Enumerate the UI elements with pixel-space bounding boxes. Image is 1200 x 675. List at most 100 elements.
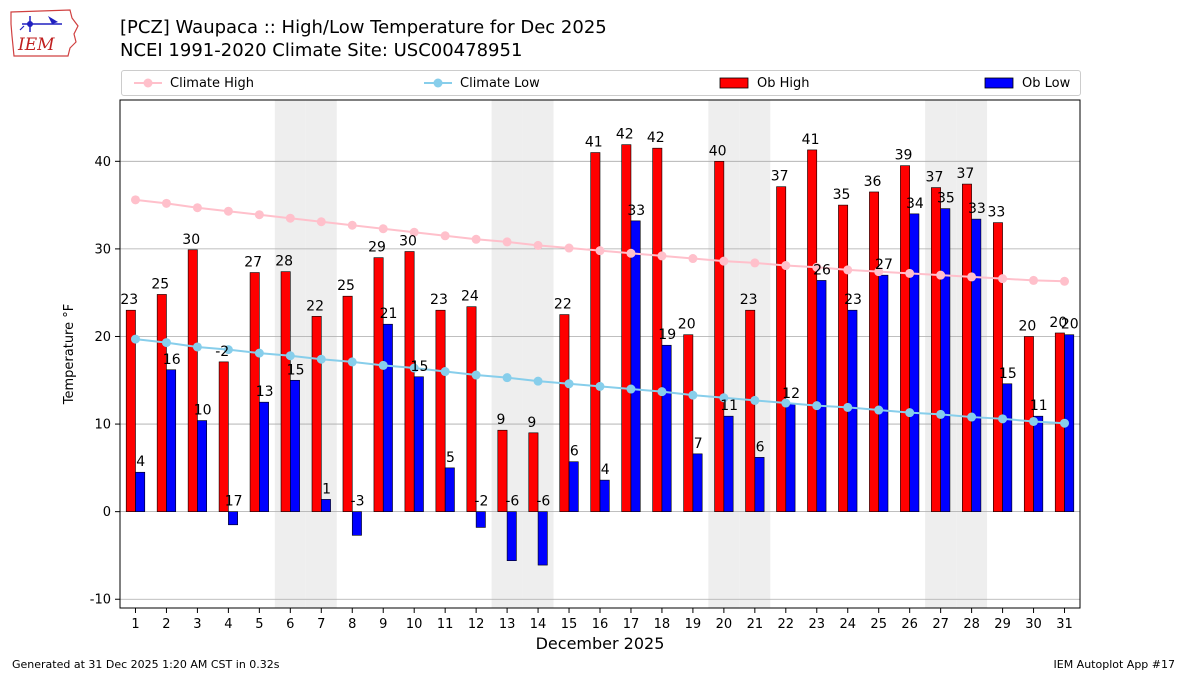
climate-high-point [130, 195, 140, 205]
x-tick-label: 16 [592, 617, 609, 632]
ob-low-bar [692, 453, 703, 512]
x-tick-label: 23 [809, 617, 826, 632]
ob-high-bar [714, 161, 725, 512]
ob-low-bar [971, 218, 982, 512]
legend-climate-low: Climate Low [424, 71, 540, 95]
climate-high-point [533, 240, 543, 250]
ob-low-value: 15 [411, 359, 429, 375]
climate-high-point [409, 227, 419, 237]
climate-low-point [130, 334, 140, 344]
ob-high-bar [528, 432, 539, 512]
climate-low-point [1060, 418, 1070, 428]
y-tick-label: 0 [103, 505, 111, 520]
ob-high-bar [962, 183, 972, 512]
legend-climate-high-marker [134, 78, 162, 88]
ob-high-value: 23 [740, 292, 758, 308]
climate-high-point [471, 234, 481, 244]
ob-low-value: -6 [536, 494, 550, 510]
ob-high-value: -2 [215, 344, 229, 360]
ob-low-value: 21 [380, 306, 398, 322]
climate-low-point [316, 354, 326, 364]
ob-low-value: 4 [136, 454, 145, 470]
ob-low-value: 16 [163, 352, 181, 368]
ob-high-bar [435, 309, 446, 512]
climate-high-point [843, 265, 853, 275]
ob-low-value: 20 [1061, 317, 1079, 333]
ob-low-value: 19 [658, 327, 676, 343]
ob-low-bar [320, 499, 331, 512]
climate-high-point [347, 220, 357, 230]
ob-high-value: 35 [833, 187, 851, 203]
ob-low-bar [351, 511, 362, 536]
x-tick-label: 7 [317, 617, 325, 632]
ob-low-bar [444, 467, 455, 512]
legend-ob-low-label: Ob Low [1022, 75, 1071, 91]
ob-high-value: 37 [957, 166, 975, 182]
page-title: [PCZ] Waupaca :: High/Low Temperature fo… [120, 17, 607, 38]
ob-low-value: 7 [694, 436, 703, 452]
x-tick-label: 12 [468, 617, 485, 632]
climate-low-point [905, 408, 915, 418]
climate-high-point [781, 261, 791, 271]
ob-high-bar [590, 152, 601, 512]
climate-low-point [564, 379, 574, 389]
climate-low-point [502, 373, 512, 383]
y-tick-label: 10 [94, 418, 111, 433]
ob-low-value: 23 [844, 292, 862, 308]
ob-high-bar [466, 306, 477, 512]
ob-high-value: 22 [306, 298, 324, 314]
ob-high-value: 42 [616, 127, 634, 143]
legend-climate-low-marker [424, 78, 452, 88]
ob-low-value: 15 [287, 362, 305, 378]
ob-low-bar [816, 280, 827, 512]
x-tick-label: 4 [224, 617, 232, 632]
x-tick-label: 13 [499, 617, 516, 632]
climate-low-point [750, 395, 760, 405]
ob-low-bar [537, 511, 548, 566]
climate-low-point [688, 390, 698, 400]
climate-low-point [843, 402, 853, 412]
y-tick-label: 20 [94, 330, 111, 345]
x-tick-label: 14 [530, 617, 547, 632]
ob-high-bar [373, 257, 384, 512]
ob-high-value: 30 [182, 232, 200, 248]
climate-high-point [657, 251, 667, 261]
ob-high-bar [869, 191, 880, 512]
ob-low-bar [661, 344, 672, 512]
ob-low-value: 33 [968, 201, 986, 217]
ob-low-value: 4 [601, 462, 610, 478]
ob-low-value: 35 [937, 191, 955, 207]
ob-high-bar [745, 309, 756, 512]
ob-high-bar [342, 295, 353, 512]
ob-high-bar [311, 316, 322, 512]
climate-high-point [626, 248, 636, 258]
ob-low-value: 5 [446, 450, 455, 466]
ob-high-bar [187, 249, 198, 512]
climate-low-point [347, 357, 357, 367]
ob-high-bar [900, 165, 910, 512]
page-subtitle: NCEI 1991-2020 Climate Site: USC00478951 [120, 40, 523, 61]
ob-high-bar [807, 149, 818, 512]
legend-ob-high-swatch [719, 77, 749, 89]
ob-high-bar [776, 186, 787, 512]
ob-high-value: 23 [120, 292, 138, 308]
ob-low-bar [290, 379, 300, 512]
climate-low-point [812, 401, 822, 411]
ob-high-value: 24 [461, 289, 479, 305]
ob-low-bar [135, 471, 146, 512]
x-tick-label: 2 [162, 617, 170, 632]
ob-low-value: 17 [225, 494, 243, 510]
x-tick-label: 10 [406, 617, 423, 632]
x-tick-label: 1 [131, 617, 139, 632]
ob-low-value: 6 [570, 444, 579, 460]
ob-low-bar [785, 403, 796, 512]
y-tick-label: -10 [90, 593, 111, 608]
climate-high-point [905, 268, 915, 278]
climate-high-point [378, 224, 388, 234]
x-tick-label: 24 [839, 617, 856, 632]
climate-high-point [285, 213, 295, 223]
ob-low-bar [1033, 415, 1044, 512]
climate-low-point [595, 381, 605, 391]
y-axis-label: Temperature °F [62, 304, 77, 405]
